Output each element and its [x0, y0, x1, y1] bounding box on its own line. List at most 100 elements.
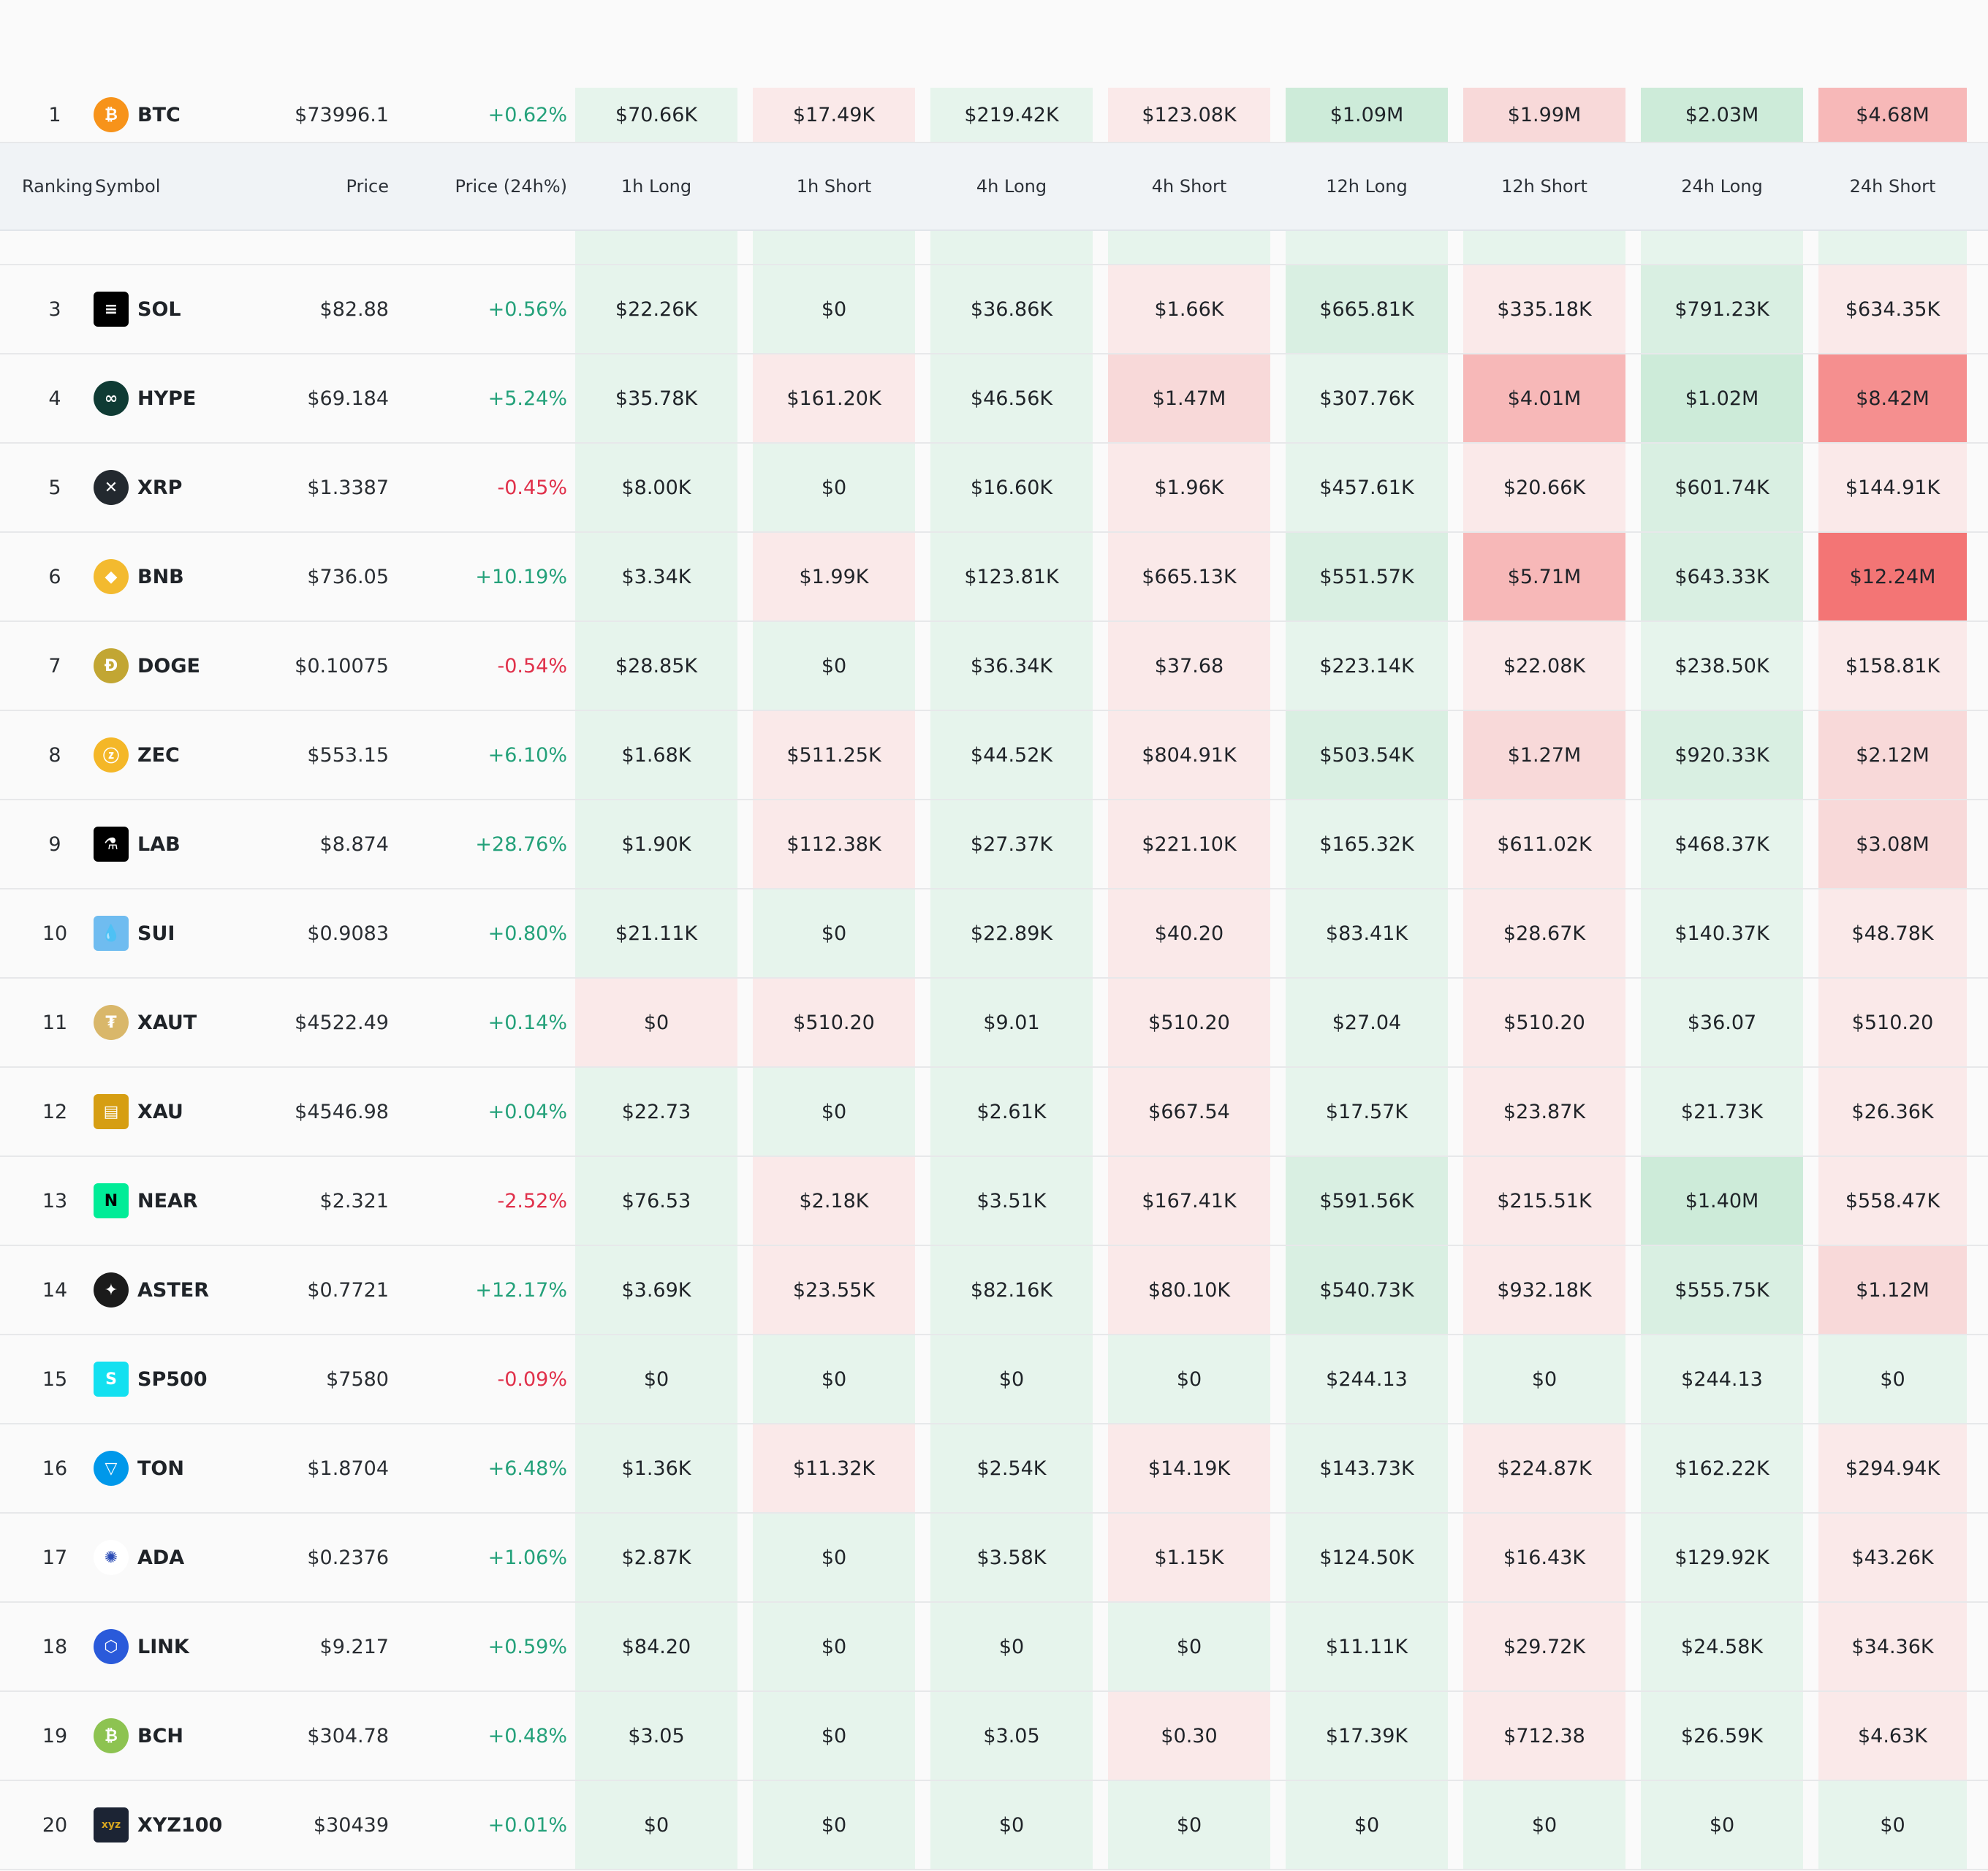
header-1h-short[interactable]: 1h Short [796, 176, 872, 197]
h12-long-cell: $540.73K [1286, 1246, 1448, 1334]
table-row[interactable]: 11 ₮ XAUT $4522.49 +0.14% $0 $510.20 $9.01 $510.… [0, 979, 1988, 1068]
table-row[interactable]: 10 💧 SUI $0.9083 +0.80% $21.11K $0 $22.89K $40.2… [0, 889, 1988, 979]
h12-long-cell: $1.09M [1286, 88, 1448, 142]
symbol-cell[interactable]: ✺ ADA [94, 1514, 284, 1601]
symbol-cell[interactable]: ⓩ ZEC [94, 711, 284, 799]
table-row[interactable]: 1 ₿ BTC $73996.1 +0.62% $70.66K $17.49K $219.42… [0, 88, 1988, 143]
table-row[interactable]: 18 ⬡ LINK $9.217 +0.59% $84.20 $0 $0 $0 $11.11K $2… [0, 1603, 1988, 1692]
symbol-cell[interactable]: 💧 SUI [94, 889, 284, 977]
symbol-cell[interactable]: ₮ XAUT [94, 979, 284, 1066]
table-row[interactable]: 12 ▤ XAU $4546.98 +0.04% $22.73 $0 $2.61K $667.5… [0, 1068, 1988, 1157]
symbol-cell[interactable]: ₿ BCH [94, 1692, 284, 1780]
rank-cell: 12 [42, 1100, 68, 1123]
symbol-cell[interactable]: ≡ SOL [94, 265, 284, 353]
table-row[interactable]: 19 ₿ BCH $304.78 +0.48% $3.05 $0 $3.05 $0.30 $17.… [0, 1692, 1988, 1781]
header-price-change[interactable]: Price (24h%) [455, 176, 567, 197]
rank-cell: 3 [48, 297, 61, 321]
symbol-cell[interactable]: N NEAR [94, 1157, 284, 1245]
price-cell: $9.217 [319, 1635, 389, 1658]
price-change-cell: +12.17% [475, 1278, 567, 1302]
header-24h-long[interactable]: 24h Long [1681, 176, 1763, 197]
symbol-cell[interactable]: ⚗ LAB [94, 800, 284, 888]
header-12h-long[interactable]: 12h Long [1326, 176, 1408, 197]
h12-short-cell: $215.51K [1463, 1157, 1625, 1245]
h4-short-cell: $667.54 [1108, 1068, 1270, 1155]
symbol-cell[interactable]: ₿ BTC [94, 88, 284, 142]
price-change-cell: +0.48% [487, 1724, 567, 1747]
h4-long-cell: $82.16K [930, 1246, 1093, 1334]
price-cell: $4522.49 [295, 1011, 389, 1034]
table-row[interactable]: 13 N NEAR $2.321 -2.52% $76.53 $2.18K $3.51K $16… [0, 1157, 1988, 1246]
h24-long-cell: $244.13 [1641, 1335, 1803, 1423]
aster-icon: ✦ [94, 1272, 129, 1308]
h1-long-cell: $0 [575, 1781, 737, 1869]
table-row[interactable]: 3 ≡ SOL $82.88 +0.56% $22.26K $0 $36.86K $1.66K $… [0, 265, 1988, 354]
table-row[interactable]: 16 ▽ TON $1.8704 +6.48% $1.36K $11.32K $2.54K $1… [0, 1424, 1988, 1514]
symbol-cell[interactable]: ∞ HYPE [94, 354, 284, 442]
h24-short-cell: $0 [1818, 1335, 1967, 1423]
h24-short-cell: $8.42M [1818, 354, 1967, 442]
table-row[interactable]: 7 Ð DOGE $0.10075 -0.54% $28.85K $0 $36.34K $37.… [0, 622, 1988, 711]
table-row[interactable]: 8 ⓩ ZEC $553.15 +6.10% $1.68K $511.25K $44.52K $… [0, 711, 1988, 800]
symbol-cell[interactable]: ▽ TON [94, 1424, 284, 1512]
header-1h-long[interactable]: 1h Long [621, 176, 692, 197]
h1-long-cell: $0 [575, 979, 737, 1066]
symbol-cell[interactable]: ◆ BNB [94, 533, 284, 620]
h4-short-cell: $510.20 [1108, 979, 1270, 1066]
table-row[interactable]: 5 ✕ XRP $1.3387 -0.45% $8.00K $0 $16.60K $1.96K $… [0, 444, 1988, 533]
symbol-cell[interactable]: ⬡ LINK [94, 1603, 284, 1690]
price-change-cell: +28.76% [475, 832, 567, 856]
header-4h-long[interactable]: 4h Long [976, 176, 1047, 197]
rank-cell: 16 [42, 1457, 68, 1480]
symbol-cell[interactable]: ▤ XAU [94, 1068, 284, 1155]
table-row[interactable]: 9 ⚗ LAB $8.874 +28.76% $1.90K $112.38K $27.37K $… [0, 800, 1988, 889]
table-row[interactable]: 14 ✦ ASTER $0.7721 +12.17% $3.69K $23.55K $82.1… [0, 1246, 1988, 1335]
table-row[interactable]: 20 xyz XYZ100 $30439 +0.01% $0 $0 $0 $0 $0 $0 $0 $0 [0, 1781, 1988, 1870]
header-12h-short[interactable]: 12h Short [1501, 176, 1587, 197]
symbol-cell[interactable]: S SP500 [94, 1335, 284, 1423]
h4-long-cell: $46.56K [930, 354, 1093, 442]
symbol-cell[interactable]: xyz XYZ100 [94, 1781, 284, 1869]
price-change-cell: -0.45% [497, 476, 567, 499]
price-cell: $0.10075 [295, 654, 389, 678]
bitcoin-cash-icon: ₿ [94, 1718, 129, 1753]
header-4h-short[interactable]: 4h Short [1151, 176, 1227, 197]
h24-long-cell: $162.22K [1641, 1424, 1803, 1512]
table-row[interactable]: 4 ∞ HYPE $69.184 +5.24% $35.78K $161.20K $46.56… [0, 354, 1988, 444]
rank-cell: 9 [48, 832, 61, 856]
h4-long-cell: $16.60K [930, 444, 1093, 531]
h12-short-cell: $22.08K [1463, 622, 1625, 710]
price-change-cell: -0.09% [497, 1367, 567, 1391]
rank-cell: 15 [42, 1367, 68, 1391]
h1-short-cell: $0 [753, 1781, 915, 1869]
table-row[interactable]: 17 ✺ ADA $0.2376 +1.06% $2.87K $0 $3.58K $1.15K $… [0, 1514, 1988, 1603]
price-cell: $8.874 [319, 832, 389, 856]
h12-short-cell: $16.43K [1463, 1514, 1625, 1601]
h24-long-cell: $920.33K [1641, 711, 1803, 799]
symbol-cell[interactable]: Ð DOGE [94, 622, 284, 710]
price-change-cell: +10.19% [475, 565, 567, 588]
h12-long-cell: $17.57K [1286, 1068, 1448, 1155]
header-price[interactable]: Price [346, 176, 389, 197]
table-row[interactable]: 6 ◆ BNB $736.05 +10.19% $3.34K $1.99K $123.81K $… [0, 533, 1988, 622]
header-symbol[interactable]: Symbol [95, 176, 161, 197]
symbol-cell[interactable]: ✦ ASTER [94, 1246, 284, 1334]
h4-long-cell: $0 [930, 1335, 1093, 1423]
price-cell: $4546.98 [295, 1100, 389, 1123]
h4-long-cell: $22.89K [930, 889, 1093, 977]
rank-cell: 20 [42, 1813, 68, 1837]
h24-short-cell: $26.36K [1818, 1068, 1967, 1155]
h1-short-cell: $0 [753, 265, 915, 353]
h12-long-cell: $244.13 [1286, 1335, 1448, 1423]
h12-short-cell: $712.38 [1463, 1692, 1625, 1780]
h4-short-cell: $1.96K [1108, 444, 1270, 531]
price-cell: $30439 [313, 1813, 389, 1837]
h12-short-cell: $23.87K [1463, 1068, 1625, 1155]
header-ranking[interactable]: Ranking [22, 176, 94, 197]
h12-long-cell: $143.73K [1286, 1424, 1448, 1512]
h4-short-cell: $0 [1108, 1781, 1270, 1869]
header-24h-short[interactable]: 24h Short [1849, 176, 1936, 197]
table-row[interactable]: 15 S SP500 $7580 -0.09% $0 $0 $0 $0 $244.13 $0 $244… [0, 1335, 1988, 1424]
price-change-cell: -0.54% [497, 654, 567, 678]
symbol-cell[interactable]: ✕ XRP [94, 444, 284, 531]
